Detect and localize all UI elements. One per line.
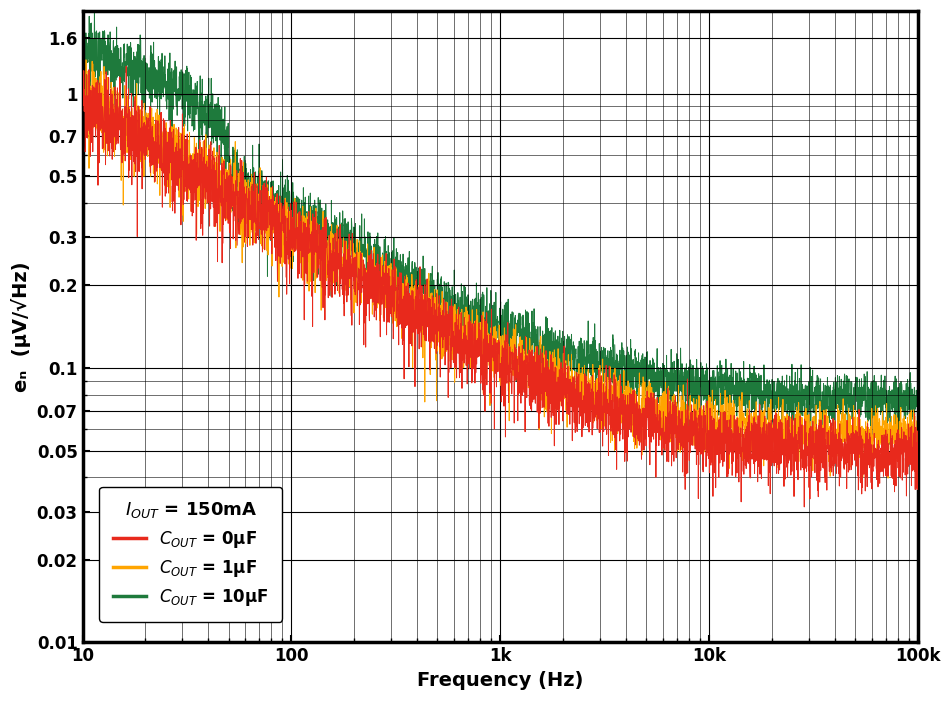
Y-axis label: eₙ  (µV/√Hz): eₙ (µV/√Hz) — [11, 261, 31, 392]
X-axis label: Frequency (Hz): Frequency (Hz) — [417, 671, 584, 690]
Legend: $C_{OUT}$ = 0µF, $C_{OUT}$ = 1µF, $C_{OUT}$ = 10µF: $C_{OUT}$ = 0µF, $C_{OUT}$ = 1µF, $C_{OU… — [99, 487, 282, 622]
